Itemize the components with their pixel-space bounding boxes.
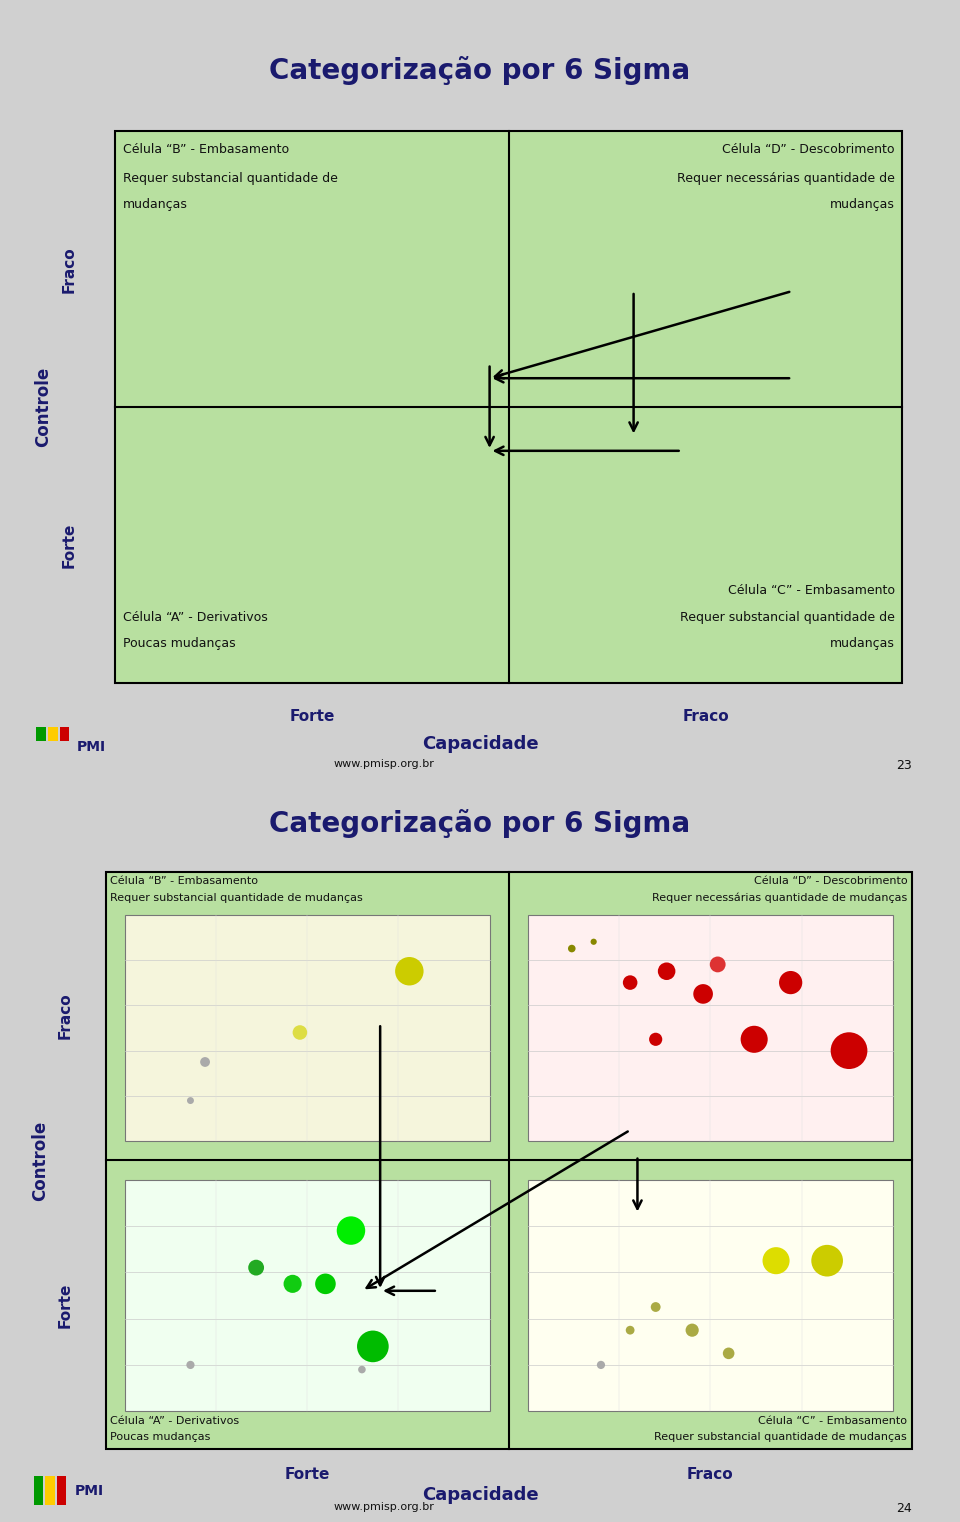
Text: Requer substancial quantidade de: Requer substancial quantidade de xyxy=(123,172,338,186)
Point xyxy=(684,1318,700,1342)
Point xyxy=(820,1248,835,1272)
Point xyxy=(249,1256,264,1280)
Text: Fraco: Fraco xyxy=(683,709,729,724)
Point xyxy=(285,1272,300,1297)
Text: PMI: PMI xyxy=(77,740,106,753)
Point xyxy=(401,959,417,983)
Bar xyxy=(48,726,58,767)
Bar xyxy=(45,1476,55,1505)
Point xyxy=(198,1050,213,1075)
Text: mudanças: mudanças xyxy=(123,198,188,212)
Text: Célula “D” - Descobrimento: Célula “D” - Descobrimento xyxy=(722,143,895,155)
Text: Requer substancial quantidade de mudanças: Requer substancial quantidade de mudança… xyxy=(110,892,363,903)
Point xyxy=(564,936,580,960)
Text: mudanças: mudanças xyxy=(829,636,895,650)
Point xyxy=(710,953,726,977)
Text: 24: 24 xyxy=(897,1502,912,1514)
Text: Poucas mudanças: Poucas mudanças xyxy=(123,636,235,650)
Bar xyxy=(60,726,69,767)
Text: Controle: Controle xyxy=(32,1120,49,1201)
Text: Célula “C” - Embasamento: Célula “C” - Embasamento xyxy=(758,1415,907,1426)
Bar xyxy=(57,1476,66,1505)
Text: Requer necessárias quantidade de: Requer necessárias quantidade de xyxy=(677,172,895,186)
Point xyxy=(747,1027,762,1052)
Point xyxy=(648,1295,663,1320)
Text: Fraco: Fraco xyxy=(687,1467,733,1481)
Text: Forte: Forte xyxy=(61,522,77,568)
Point xyxy=(622,971,637,995)
Text: Célula “D” - Descobrimento: Célula “D” - Descobrimento xyxy=(754,877,907,886)
Point xyxy=(841,1038,856,1062)
Bar xyxy=(106,872,912,1449)
Point xyxy=(318,1272,333,1297)
Text: Controle: Controle xyxy=(35,367,52,447)
Point xyxy=(695,982,710,1006)
Bar xyxy=(528,915,893,1142)
Point xyxy=(292,1020,307,1044)
Text: PMI: PMI xyxy=(75,1484,104,1498)
Text: 23: 23 xyxy=(897,758,912,772)
Point xyxy=(648,1027,663,1052)
Text: Célula “B” - Embasamento: Célula “B” - Embasamento xyxy=(110,877,258,886)
Point xyxy=(783,971,799,995)
Text: www.pmisp.org.br: www.pmisp.org.br xyxy=(333,758,435,769)
Point xyxy=(622,1318,637,1342)
Text: Célula “A” - Derivativos: Célula “A” - Derivativos xyxy=(123,610,268,624)
Text: Requer necessárias quantidade de mudanças: Requer necessárias quantidade de mudança… xyxy=(652,892,907,903)
Point xyxy=(182,1353,198,1377)
Bar xyxy=(125,915,490,1142)
Text: Capacidade: Capacidade xyxy=(421,735,539,753)
Text: Fraco: Fraco xyxy=(58,992,73,1040)
Point xyxy=(586,930,601,954)
Text: Forte: Forte xyxy=(289,709,335,724)
Point xyxy=(768,1248,783,1272)
Bar xyxy=(34,1476,43,1505)
Text: Célula “C” - Embasamento: Célula “C” - Embasamento xyxy=(728,584,895,598)
Point xyxy=(182,1088,198,1113)
Text: Célula “B” - Embasamento: Célula “B” - Embasamento xyxy=(123,143,289,155)
Text: Forte: Forte xyxy=(284,1467,330,1481)
Text: www.pmisp.org.br: www.pmisp.org.br xyxy=(333,1502,435,1511)
Point xyxy=(593,1353,609,1377)
Text: Categorização por 6 Sigma: Categorização por 6 Sigma xyxy=(270,56,690,85)
Point xyxy=(365,1335,380,1359)
Text: Requer substancial quantidade de mudanças: Requer substancial quantidade de mudança… xyxy=(655,1432,907,1443)
Text: Categorização por 6 Sigma: Categorização por 6 Sigma xyxy=(270,810,690,839)
Bar xyxy=(125,1180,490,1411)
Bar xyxy=(528,1180,893,1411)
Text: Célula “A” - Derivativos: Célula “A” - Derivativos xyxy=(110,1415,240,1426)
Bar xyxy=(36,726,46,767)
Text: Forte: Forte xyxy=(58,1283,73,1327)
Point xyxy=(344,1219,359,1243)
Point xyxy=(659,959,674,983)
Text: Requer substancial quantidade de: Requer substancial quantidade de xyxy=(680,610,895,624)
Text: Capacidade: Capacidade xyxy=(421,1485,539,1504)
Text: Fraco: Fraco xyxy=(61,247,77,292)
Point xyxy=(721,1341,736,1365)
Bar xyxy=(115,131,902,683)
Point xyxy=(354,1358,370,1382)
Text: mudanças: mudanças xyxy=(829,198,895,212)
Text: Poucas mudanças: Poucas mudanças xyxy=(110,1432,211,1443)
